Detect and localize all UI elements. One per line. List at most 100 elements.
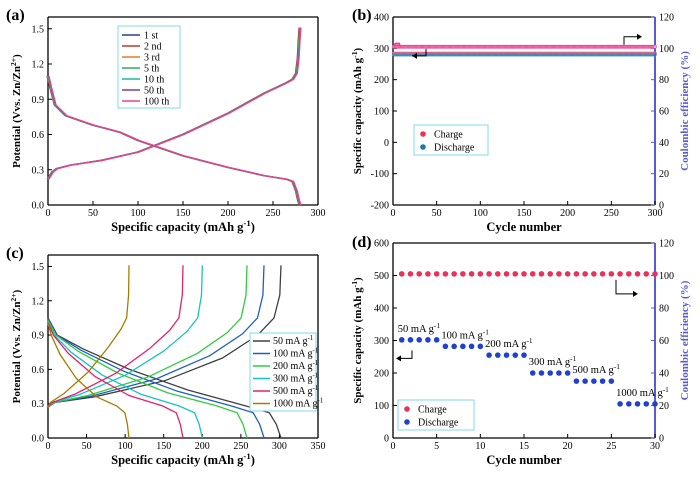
y2-tick-label: 120 xyxy=(659,239,674,250)
legend-label: 1 st xyxy=(144,31,158,42)
discharge-point xyxy=(503,352,510,358)
y-tick-label: 1.5 xyxy=(32,262,45,273)
arrow-right xyxy=(623,36,640,45)
y-axis-label: Specific capacity (mAh g-1) xyxy=(350,47,365,174)
legend-label: 3 rd xyxy=(144,53,160,64)
legend-label: 50 mA g-1 xyxy=(273,334,314,347)
legend-label: 1000 mA g-1 xyxy=(273,397,324,410)
legend-c xyxy=(249,332,317,412)
discharge-curve-100th xyxy=(48,75,302,206)
discharge-point xyxy=(398,337,405,343)
legend-label: Discharge xyxy=(418,418,459,429)
charge-curve xyxy=(47,265,184,408)
ce-point xyxy=(425,271,431,277)
y-tick-label: 500 xyxy=(374,271,389,282)
ce-point xyxy=(503,271,510,277)
ce-initial xyxy=(393,42,401,48)
y-tick-label: 0.6 xyxy=(32,365,45,376)
y-tick-label: 200 xyxy=(374,75,389,86)
x-tick-label: 50 xyxy=(432,208,442,219)
y-tick-label: 400 xyxy=(374,13,389,24)
x-tick-label: 100 xyxy=(118,441,133,452)
x-axis-label: Specific capacity (mAh g-1) xyxy=(111,451,255,467)
y2-tick-label: 80 xyxy=(659,304,669,315)
y-tick-label: -100 xyxy=(371,169,389,180)
discharge-point xyxy=(495,352,501,358)
arrow-right-head xyxy=(633,290,638,297)
discharge-point xyxy=(599,378,606,384)
x-tick-label: 300 xyxy=(648,208,663,219)
ce-point xyxy=(495,271,501,277)
rate-label: 50 mA g-1 xyxy=(398,320,441,335)
legend-label: 50 th xyxy=(144,86,164,97)
discharge-curve xyxy=(47,318,265,439)
y2-tick-label: 120 xyxy=(659,13,674,24)
ce-point xyxy=(573,271,580,277)
x-tick-label: 0 xyxy=(391,208,396,219)
y-axis-label: Specific capacity (mAh g-1) xyxy=(350,277,365,404)
y2-axis-label: Coulombic efficiency (%) xyxy=(679,51,691,171)
x-tick-label: 0 xyxy=(391,441,396,452)
legend-label: 2 nd xyxy=(144,42,162,53)
legend-a xyxy=(117,25,181,109)
discharge-point xyxy=(556,370,562,376)
ce-point xyxy=(617,271,623,277)
discharge-point xyxy=(538,370,545,376)
ce-point xyxy=(643,271,650,277)
discharge-point xyxy=(486,352,492,358)
y2-tick-label: 40 xyxy=(659,138,669,149)
ce-point xyxy=(626,271,632,277)
ce-point xyxy=(486,271,492,277)
ce-point xyxy=(460,271,466,277)
discharge-point xyxy=(407,337,414,343)
discharge-point xyxy=(626,401,632,407)
y-tick-label: 1.5 xyxy=(32,24,45,35)
panel-label: (a) xyxy=(6,7,25,24)
y2-tick-label: 80 xyxy=(659,75,669,86)
ce-point xyxy=(591,271,597,277)
discharge-curve xyxy=(47,317,282,439)
panel-label: (b) xyxy=(352,7,372,24)
ce-point xyxy=(451,271,457,277)
y2-tick-label: 60 xyxy=(659,336,669,347)
ce-point xyxy=(468,271,475,277)
discharge-point xyxy=(573,378,580,384)
x-tick-label: 150 xyxy=(176,208,191,219)
y-tick-label: 0.3 xyxy=(32,165,45,176)
y-tick-label: 300 xyxy=(374,44,389,55)
y-tick-label: 1.2 xyxy=(32,60,45,71)
discharge-point xyxy=(451,343,457,350)
y2-tick-label: 0 xyxy=(659,201,664,212)
legend-swatch xyxy=(404,406,410,412)
y-tick-label: 0.0 xyxy=(32,201,45,212)
x-tick-label: 200 xyxy=(195,441,210,452)
ce-point xyxy=(564,271,571,277)
y2-tick-label: 60 xyxy=(659,107,669,118)
ce-point xyxy=(433,271,440,277)
y2-tick-label: 40 xyxy=(659,369,669,380)
discharge-curve xyxy=(47,321,203,439)
discharge-curve xyxy=(47,323,130,439)
lines-a xyxy=(46,27,302,206)
panel-a: 0 50 100 150 200 250 300 0.0 0.3 0.6 0.9 1.2 1.5 Spec… xyxy=(6,7,326,234)
discharge-point xyxy=(564,370,571,376)
arrow-left-head xyxy=(412,52,417,59)
discharge-point xyxy=(608,378,615,384)
y-tick-label: 400 xyxy=(374,304,389,315)
discharge-point xyxy=(468,343,475,350)
panel-label: (d) xyxy=(352,234,372,251)
discharge-point xyxy=(643,401,650,407)
discharge-point xyxy=(617,401,623,407)
ce-point xyxy=(442,271,449,277)
discharge-point xyxy=(512,352,519,358)
discharge-point xyxy=(521,352,527,358)
panel-b: 0 50 100 150 200 250 300 -200 -100 0 100 200 300 400 0… xyxy=(350,7,692,234)
ce-point xyxy=(529,271,536,277)
x-tick-label: 150 xyxy=(517,208,532,219)
discharge-curve xyxy=(47,319,248,439)
ce-point xyxy=(407,271,414,277)
legend-label: 10 th xyxy=(144,75,164,86)
arrow-right-head xyxy=(637,33,642,40)
discharge-point xyxy=(477,343,484,350)
